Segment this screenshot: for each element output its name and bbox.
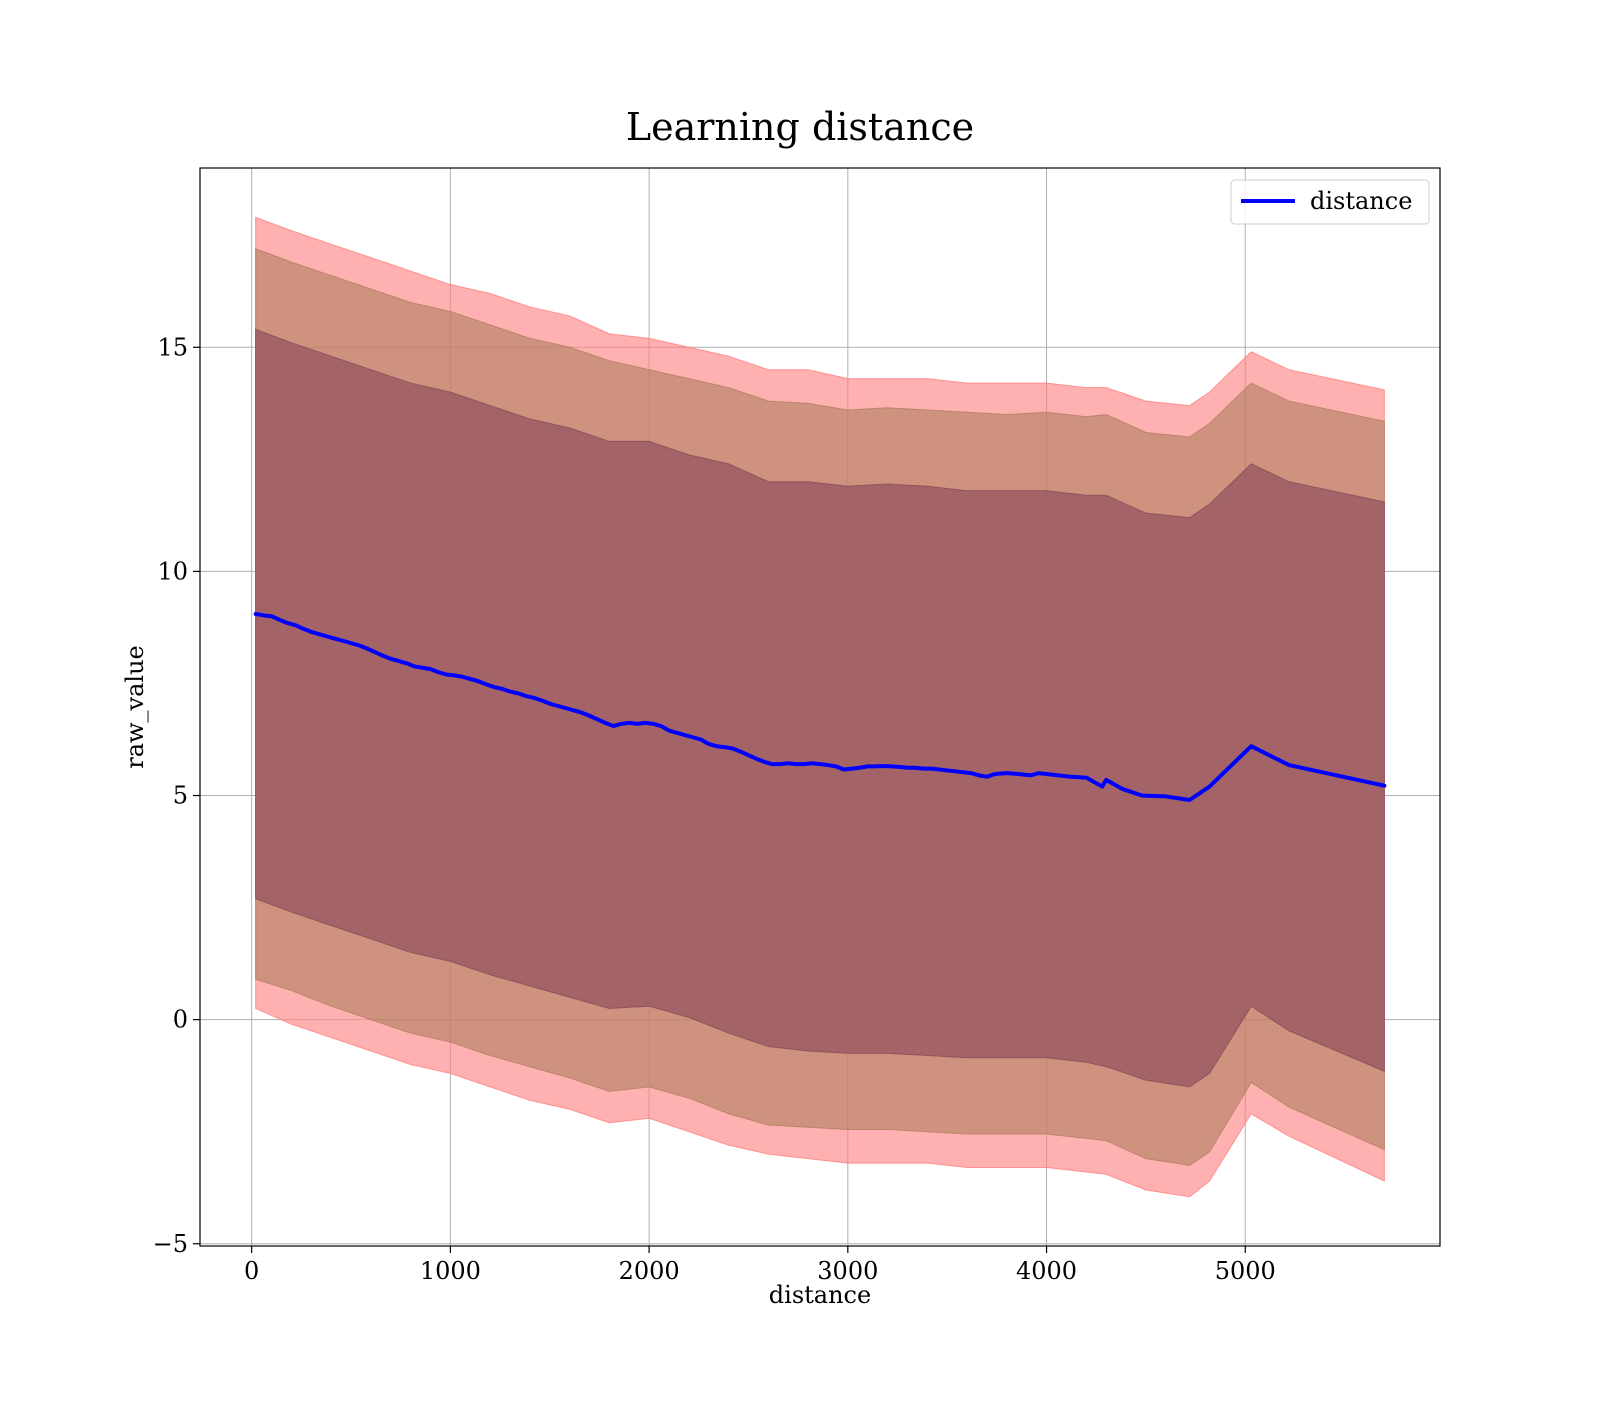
series-line-distance [253,611,1387,803]
chart-title: Learning distance [626,105,974,149]
y-tick-label: 5 [173,782,188,810]
x-tick-label: 0 [244,1257,259,1285]
x-axis-label: distance [769,1281,871,1309]
x-tick-label: 1000 [420,1257,481,1285]
series-lines [253,611,1387,803]
y-tick-label: 0 [173,1006,188,1034]
x-tick-label: 2000 [619,1257,680,1285]
legend-box [1230,179,1430,225]
confidence-band-3 [255,328,1385,1088]
y-tick-label: 10 [157,557,188,585]
y-axis-label: raw_value [121,645,149,769]
y-tick-label: −5 [153,1230,188,1258]
x-tick-label: 4000 [1016,1257,1077,1285]
y-tick-label: 15 [157,333,188,361]
x-tick-label: 5000 [1215,1257,1276,1285]
plot-frame [199,167,1441,1247]
y-axis-ticks: −5 0 5 10 15 [153,333,200,1258]
x-tick-label: 3000 [817,1257,878,1285]
legend: distance [1230,179,1430,225]
x-axis-ticks: 0 1000 2000 3000 4000 5000 [244,1246,1276,1285]
legend-label-distance: distance [1310,187,1412,215]
confidence-bands [255,216,1385,1198]
